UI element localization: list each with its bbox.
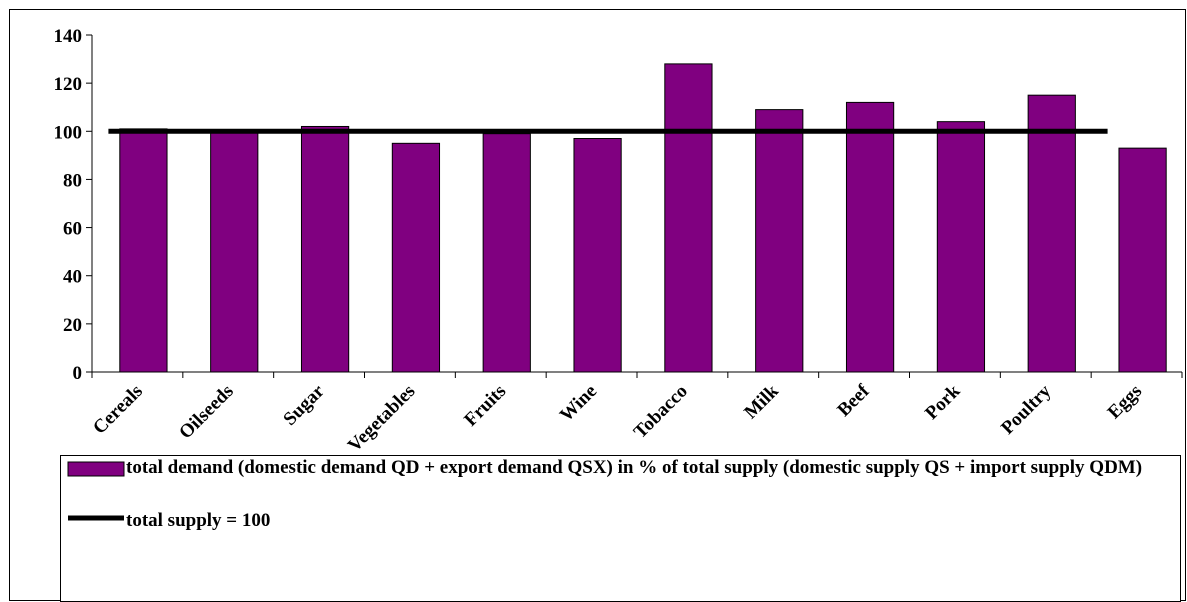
bar	[1118, 147, 1167, 373]
y-tick-label: 20	[63, 315, 82, 336]
legend-box	[60, 455, 1181, 602]
legend-entry: total demand (domestic demand QD + expor…	[126, 457, 1143, 478]
x-tick-label: Oilseeds	[175, 381, 238, 444]
y-tick-label: 0	[73, 363, 83, 384]
x-tick-label: Cereals	[89, 381, 147, 439]
x-tick-label: Beef	[833, 380, 874, 421]
bar	[1027, 94, 1076, 373]
x-tick-label: Pork	[921, 380, 965, 424]
bar	[391, 142, 441, 373]
y-tick-label: 40	[63, 267, 82, 288]
legend-label: total demand (domestic demand QD + expor…	[126, 457, 1143, 478]
x-tick-label: Wine	[556, 381, 601, 426]
bar	[573, 138, 622, 373]
bar	[300, 125, 350, 373]
legend-swatch	[67, 461, 125, 477]
x-tick-label: Sugar	[279, 380, 329, 430]
y-tick-label: 80	[63, 170, 82, 191]
y-tick-label: 100	[54, 122, 83, 143]
x-tick-label: Poultry	[997, 380, 1055, 438]
y-tick-label: 120	[54, 74, 83, 95]
y-tick-label: 60	[63, 219, 82, 240]
bar	[936, 121, 986, 373]
x-tick-label: Tobacco	[630, 381, 692, 443]
legend-label: total supply = 100	[126, 510, 270, 531]
x-tick-label: Vegetables	[344, 381, 420, 457]
x-tick-label: Milk	[740, 380, 783, 423]
bar	[664, 63, 713, 373]
y-tick-label: 140	[54, 26, 83, 47]
bar	[845, 101, 895, 373]
bar	[210, 130, 259, 373]
bar	[119, 128, 168, 373]
x-tick-label: Eggs	[1104, 381, 1146, 423]
bar	[755, 109, 804, 373]
x-tick-label: Fruits	[460, 381, 510, 431]
bar	[482, 133, 531, 373]
